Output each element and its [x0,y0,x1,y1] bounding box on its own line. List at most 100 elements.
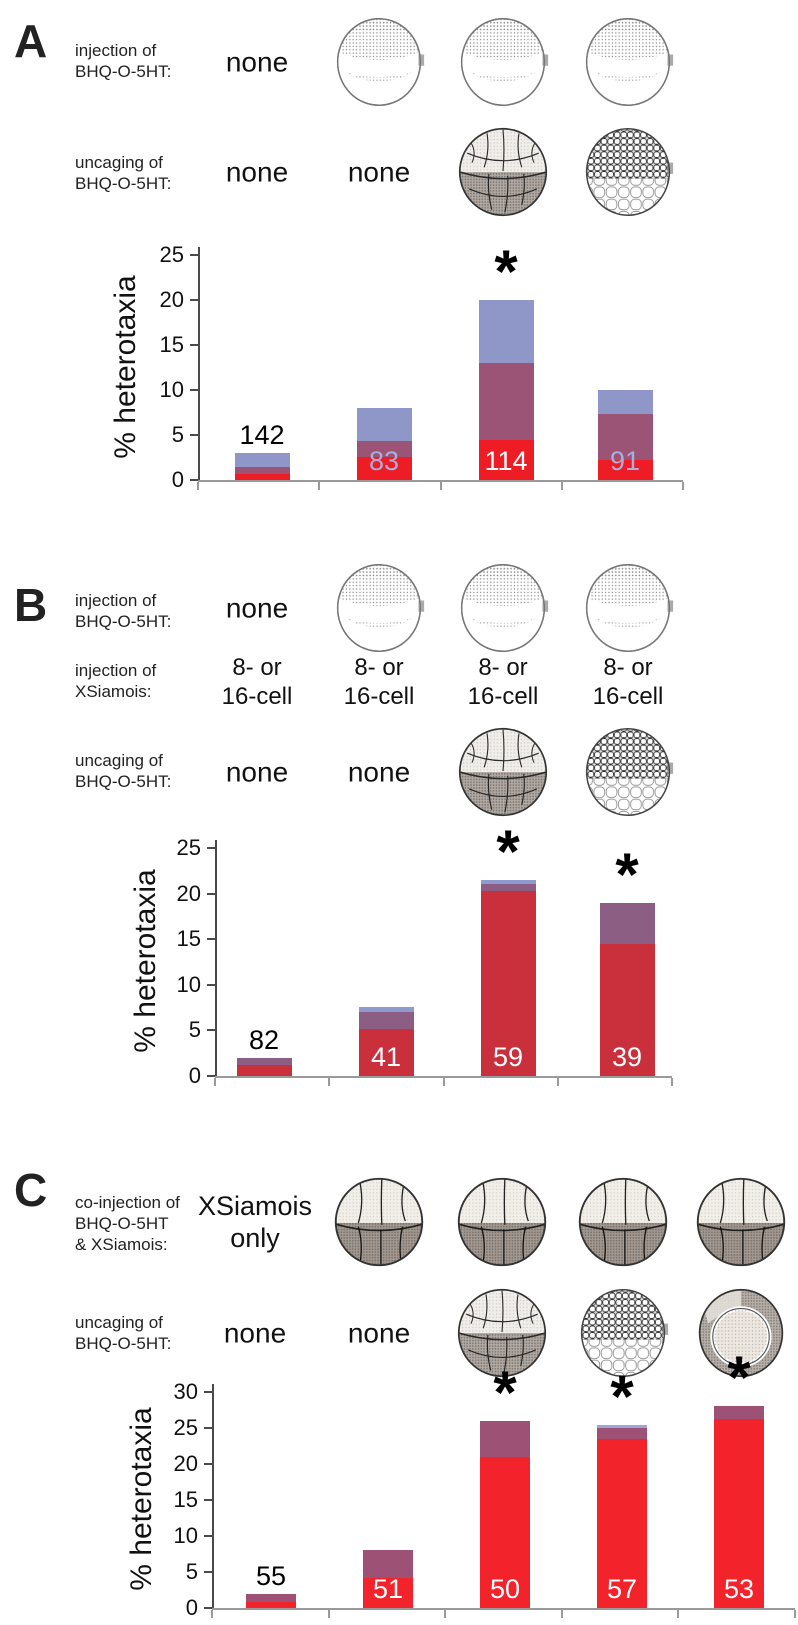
y-tick-label: 30 [173,1379,198,1404]
condition-value: XSiamois only [197,1191,313,1253]
y-tick-label: 10 [176,971,201,997]
significance-asterisk: * [496,817,520,885]
y-tick [190,344,198,346]
x-tick [318,482,321,490]
bar-n-label: 57 [606,1574,638,1604]
condition-value: 8- or 16-cell [343,654,415,710]
condition-value: none [223,1317,287,1349]
x-tick [211,1610,213,1618]
bar-segment-red [246,1602,296,1608]
bar-n-label: 39 [611,1042,643,1072]
cleavage-embryo-illustration [456,125,550,219]
bar-segment-red [714,1418,764,1608]
x-tick [197,482,199,490]
y-tick-label: 5 [171,422,184,447]
row-label: injection of BHQ-O-5HT: [75,591,172,631]
bar-n-label: 142 [239,420,285,450]
bar-segment-blue [597,1425,647,1428]
y-axis [198,247,200,482]
egg-embryo-illustration [581,15,675,109]
y-tick [204,1427,212,1429]
bar-segment-purple [234,467,290,474]
x-tick [560,1610,563,1618]
bar-segment-blue [597,390,653,415]
bar-segment-purple [597,1428,647,1439]
panel-a-letter: A [14,15,48,67]
eightcell-embryo-illustration [332,1175,426,1269]
bar-n-label: 83 [368,446,400,476]
y-tick-label: 20 [173,1451,198,1476]
y-tick [190,434,198,436]
condition-value: none [347,1317,411,1349]
condition-value: none [225,592,289,624]
y-tick-label: 25 [176,835,201,860]
y-tick [204,1499,212,1501]
y-axis-title: % heterotaxia [125,1407,158,1591]
bar-segment-red [234,473,290,480]
x-axis [198,480,683,482]
y-tick-label: 0 [188,1063,201,1088]
y-tick-label: 25 [159,242,184,267]
bar-n-label: 53 [723,1574,755,1604]
y-tick-label: 15 [159,332,184,357]
y-tick-label: 15 [176,926,201,952]
x-tick [671,1078,673,1086]
egg-embryo-illustration [581,561,675,655]
y-tick [207,847,215,849]
bar-segment-purple [358,1012,414,1029]
row-label: injection of BHQ-O-5HT: [75,41,172,81]
y-tick [190,479,198,481]
bar-segment-purple [597,414,653,461]
bar-n-label: 51 [372,1574,404,1604]
y-tick-label: 20 [176,880,201,906]
significance-asterisk: * [727,1344,751,1412]
y-axis-title: % heterotaxia [129,869,162,1053]
egg-embryo-illustration [332,15,426,109]
bar-n-label: 114 [484,446,528,476]
y-tick-label: 10 [173,1523,198,1548]
y-tick-label: 15 [173,1487,198,1512]
bar-segment-red [356,456,412,480]
bar-segment-red [480,890,536,1076]
x-tick [439,482,442,490]
condition-value: 8- or 16-cell [221,654,293,710]
y-tick [190,254,198,256]
bar-segment-red [236,1065,292,1076]
eightcell-embryo-illustration [455,1175,549,1269]
x-tick [560,482,563,490]
bar-segment-purple [236,1057,292,1066]
blastula-embryo-illustration [581,125,675,219]
bar-segment-red [480,1456,530,1608]
y-tick [207,1029,215,1032]
egg-embryo-illustration [456,561,550,655]
condition-value: none [225,756,289,788]
y-tick [204,1463,212,1465]
y-axis-title: % heterotaxia [109,274,142,459]
bar-n-label: 59 [492,1042,524,1072]
y-tick [204,1535,212,1537]
bar-n-label: 41 [370,1042,402,1072]
y-tick [204,1391,212,1393]
x-tick [327,1610,330,1618]
bar-n-label: 91 [609,446,641,476]
row-label: uncaging of BHQ-O-5HT: [75,751,172,791]
bar-segment-red [597,1438,647,1608]
y-axis [212,1384,214,1610]
y-tick [204,1571,212,1573]
y-tick-label: 20 [159,287,184,312]
condition-value: none [347,756,411,788]
y-tick-label: 25 [173,1415,198,1440]
row-label: injection of XSiamois: [75,661,157,701]
significance-asterisk: * [615,840,639,908]
bar-n-label: 50 [489,1574,521,1604]
condition-value: none [347,156,411,188]
significance-asterisk: * [494,238,518,305]
egg-embryo-illustration [456,15,550,109]
bar-segment-blue [234,453,290,468]
y-tick-label: 0 [171,467,184,492]
row-label: co-injection of BHQ-O-5HT & XSiamois: [75,1193,180,1254]
y-tick [190,299,198,301]
condition-value: 8- or 16-cell [592,654,664,710]
bar-segment-red [363,1577,413,1608]
